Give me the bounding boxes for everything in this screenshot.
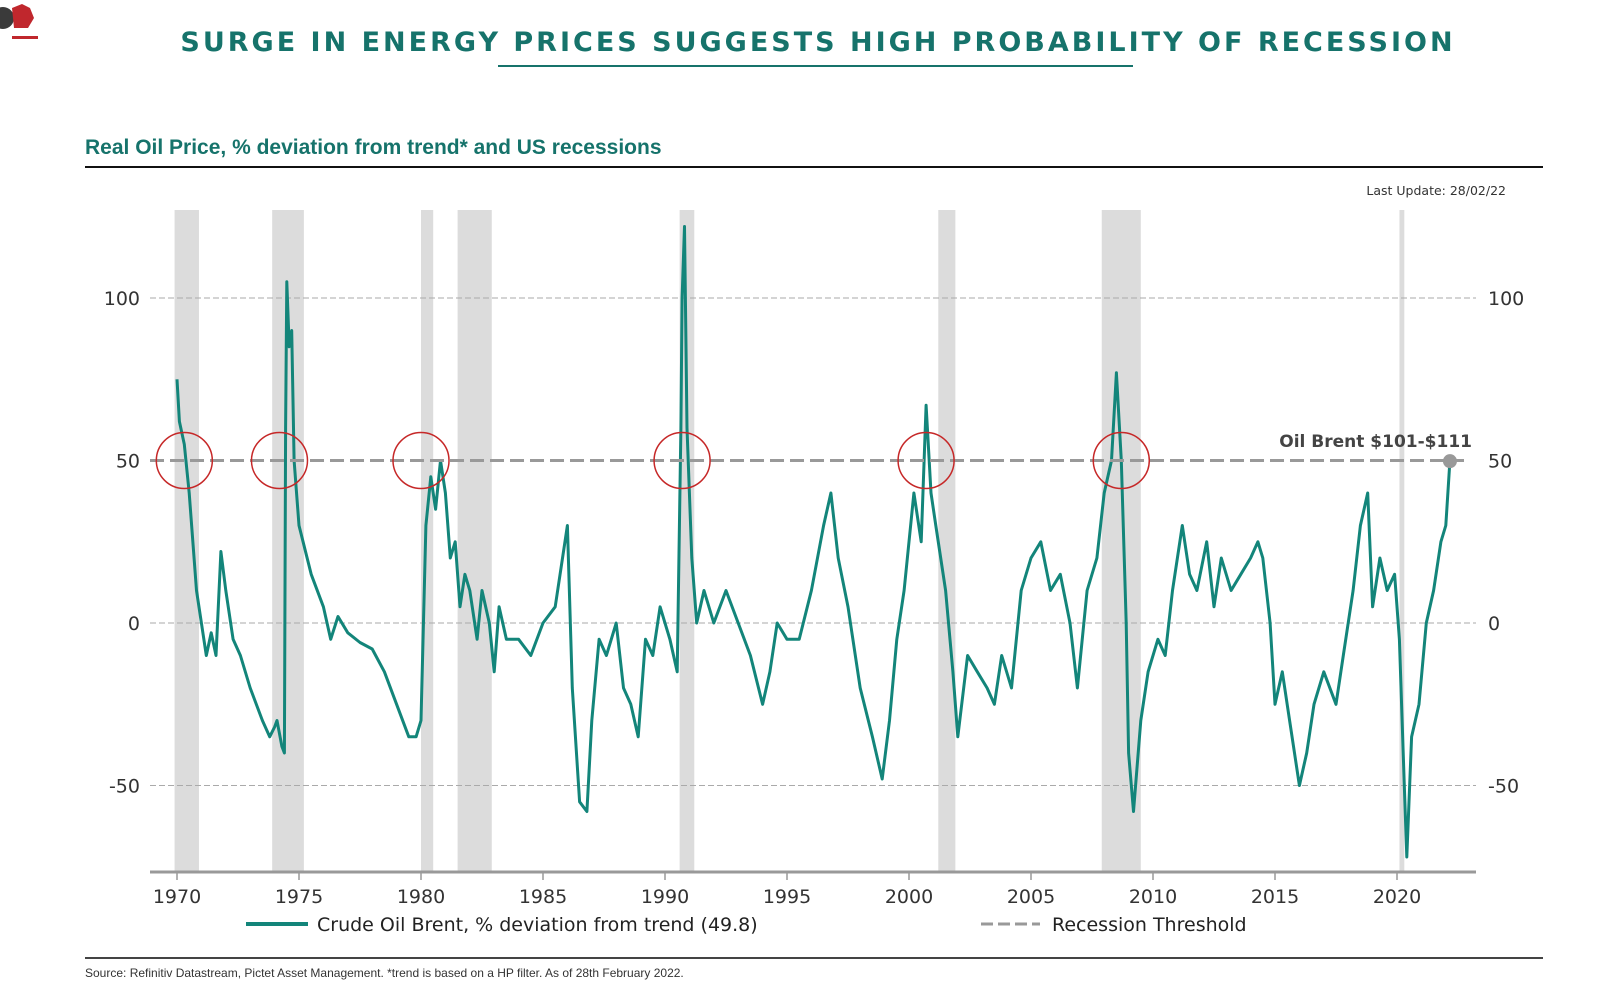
last-update: Last Update: 28/02/22 bbox=[1366, 183, 1506, 198]
x-tick-label: 1970 bbox=[153, 886, 201, 908]
peak-circle bbox=[250, 431, 309, 490]
x-tick-label: 1975 bbox=[275, 886, 323, 908]
recession-band bbox=[1101, 210, 1141, 872]
source-note: Source: Refinitiv Datastream, Pictet Ass… bbox=[85, 966, 684, 980]
x-tick-label: 2000 bbox=[885, 886, 933, 908]
y-tick-label-right: 0 bbox=[1488, 613, 1500, 635]
recession-band bbox=[679, 210, 695, 872]
x-tick-label: 1990 bbox=[641, 886, 689, 908]
x-tick-label: 1980 bbox=[397, 886, 445, 908]
recession-band bbox=[1399, 210, 1405, 872]
peak-circle bbox=[155, 431, 214, 490]
x-tick-label: 2010 bbox=[1129, 886, 1177, 908]
y-tick-label-right: 100 bbox=[1488, 288, 1524, 310]
last-value-marker bbox=[1442, 454, 1457, 469]
recession-band bbox=[421, 210, 434, 872]
y-tick-label-left: 100 bbox=[104, 288, 140, 310]
peak-circle bbox=[1092, 431, 1151, 490]
recession-band bbox=[938, 210, 956, 872]
price-annotation: Oil Brent $101-$111 bbox=[1279, 432, 1472, 452]
series-line-brent bbox=[175, 225, 1452, 859]
legend-label-series: Crude Oil Brent, % deviation from trend … bbox=[317, 914, 758, 936]
page-title: SURGE IN ENERGY PRICES SUGGESTS HIGH PRO… bbox=[180, 27, 1455, 58]
pictet-logo bbox=[0, 4, 38, 39]
x-tick-label: 1985 bbox=[519, 886, 567, 908]
legend-label-threshold: Recession Threshold bbox=[1052, 914, 1247, 936]
x-tick-label: 2015 bbox=[1251, 886, 1299, 908]
recession-band bbox=[174, 210, 199, 872]
x-tick-label: 2020 bbox=[1373, 886, 1421, 908]
y-tick-label-right: 50 bbox=[1488, 451, 1512, 473]
legend: Crude Oil Brent, % deviation from trend … bbox=[246, 914, 1247, 936]
peak-circle bbox=[653, 431, 711, 490]
y-tick-label-left: 0 bbox=[128, 613, 140, 635]
x-tick-label: 1995 bbox=[763, 886, 811, 908]
y-tick-label-left: 50 bbox=[116, 451, 140, 473]
y-tick-label-left: -50 bbox=[109, 776, 140, 798]
peak-circle bbox=[392, 431, 450, 490]
x-tick-label: 2005 bbox=[1007, 886, 1055, 908]
y-tick-label-right: -50 bbox=[1488, 776, 1519, 798]
recession-band bbox=[457, 210, 492, 872]
peak-circle bbox=[897, 431, 955, 490]
chart-title: Real Oil Price, % deviation from trend* … bbox=[85, 136, 662, 159]
